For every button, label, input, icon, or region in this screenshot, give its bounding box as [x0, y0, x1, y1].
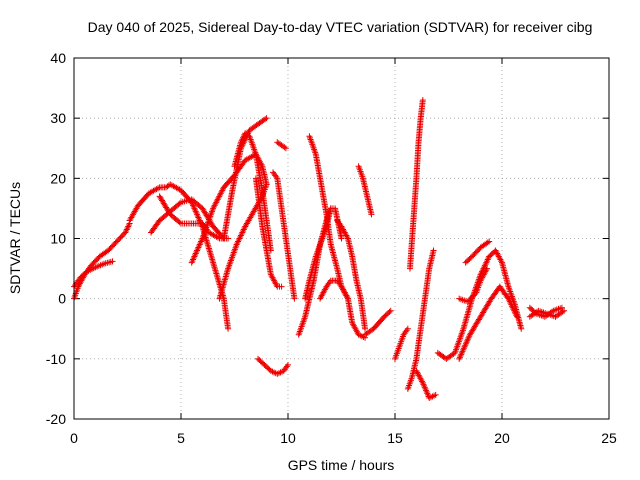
data-point: [419, 97, 426, 104]
data-point: [176, 219, 183, 226]
x-tick-label: 10: [280, 430, 296, 446]
data-point: [327, 205, 334, 212]
x-tick-label: 5: [177, 430, 185, 446]
y-tick-label: 0: [58, 291, 66, 307]
data-point: [225, 325, 232, 332]
data-point: [518, 325, 525, 332]
plot-frame: [73, 57, 610, 420]
y-axis-label: SDTVAR / TECUs: [7, 182, 23, 294]
data-point: [561, 307, 568, 314]
chart-title: Day 040 of 2025, Sidereal Day-to-day VTE…: [88, 19, 593, 35]
y-tick-label: 10: [50, 231, 66, 247]
data-point: [338, 235, 345, 242]
data-point: [368, 211, 375, 218]
data-point: [176, 200, 183, 207]
data-point: [486, 238, 493, 245]
data-point: [263, 115, 270, 122]
x-tick-label: 20: [494, 430, 510, 446]
data-point: [285, 361, 291, 368]
data-point: [558, 304, 565, 311]
axis-ticks: 0 5 10 15 20 25 -20 -10 0 10 20 30 40: [46, 50, 617, 446]
y-tick-label: -10: [46, 351, 66, 367]
data-point: [262, 116, 269, 123]
x-tick-label: 25: [601, 430, 617, 446]
data-point: [432, 391, 439, 398]
x-tick-label: 15: [387, 430, 403, 446]
grid-lines: [74, 58, 609, 419]
data-point: [362, 325, 369, 332]
data-point: [484, 265, 491, 272]
data-point: [559, 308, 566, 315]
data-point: [387, 307, 394, 314]
data-point: [263, 181, 270, 188]
data-point: [404, 325, 411, 332]
data-point: [484, 239, 491, 246]
data-point: [225, 235, 232, 242]
data-point: [281, 144, 288, 151]
data-point: [386, 308, 393, 315]
y-tick-label: 40: [50, 50, 66, 66]
data-point: [291, 295, 298, 302]
y-tick-label: -20: [46, 411, 66, 427]
data-point: [472, 290, 479, 297]
data-points: [71, 97, 568, 401]
data-point: [278, 283, 285, 290]
data-point: [282, 145, 289, 152]
data-point: [513, 313, 520, 320]
y-tick-label: 20: [50, 170, 66, 186]
x-tick-label: 0: [70, 430, 78, 446]
data-point: [430, 247, 437, 254]
y-tick-label: 30: [50, 110, 66, 126]
x-axis-label: GPS time / hours: [288, 457, 395, 473]
data-point: [109, 258, 116, 265]
